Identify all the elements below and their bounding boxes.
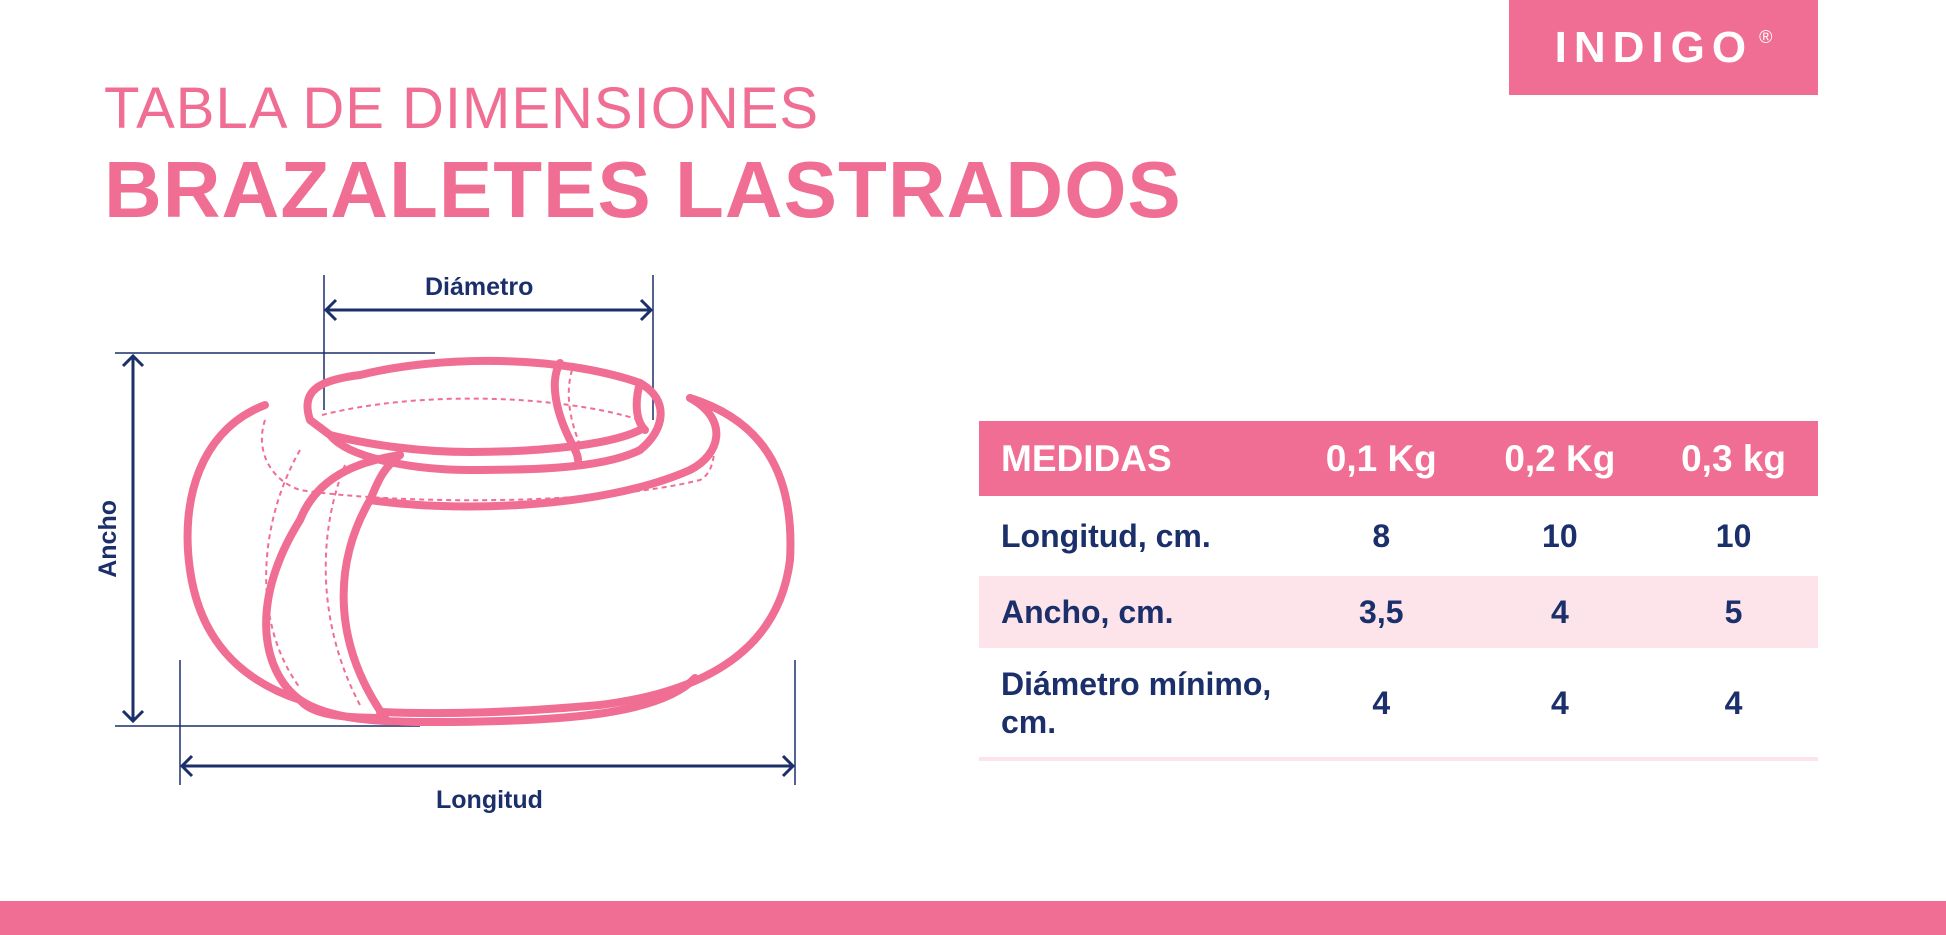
cell: 3,5 (1292, 576, 1471, 648)
bracelet-outline (183, 356, 795, 726)
diameter-label: Diámetro (425, 273, 534, 301)
header-weight: 0,2 Kg (1470, 421, 1650, 496)
dimension-arrows (121, 298, 796, 778)
table-row: Diámetro mínimo, cm. 4 4 4 (979, 648, 1818, 761)
page-subtitle: TABLA DE DIMENSIONES (104, 76, 820, 141)
page-title: BRAZALETES LASTRADOS (104, 145, 1182, 234)
cell: 10 (1542, 517, 1578, 554)
row-label: Diámetro mínimo, cm. (979, 648, 1292, 761)
length-arrow (179, 754, 796, 778)
length-label: Longitud (436, 786, 543, 814)
dimensions-table: MEDIDAS 0,1 Kg 0,2 Kg 0,3 kg Longitud, c… (979, 421, 1818, 761)
row-label: Ancho, cm. (979, 576, 1292, 648)
registered-mark: ® (1759, 27, 1773, 47)
bracelet-stitching (260, 369, 716, 706)
width-label: Ancho (94, 500, 122, 578)
cell: 4 (1470, 648, 1650, 761)
indigo-logo: INDIGO ® (1509, 0, 1818, 95)
bracelet-diagram (115, 275, 796, 785)
dimension-guides (115, 275, 796, 785)
footer-bar (0, 901, 1946, 935)
cell: 8 (1372, 517, 1391, 554)
width-arrow (121, 353, 145, 724)
cell: 10 (1715, 517, 1752, 554)
table-header-row: MEDIDAS 0,1 Kg 0,2 Kg 0,3 kg (979, 421, 1818, 496)
header-weight: 0,1 Kg (1292, 421, 1471, 496)
header-measures: MEDIDAS (979, 421, 1292, 496)
table-row: Longitud, cm. 8 10 10 (979, 496, 1818, 576)
cell: 5 (1649, 576, 1818, 648)
row-label: Longitud, cm. (1001, 517, 1211, 554)
logo-text: INDIGO (1554, 22, 1754, 72)
diameter-arrow (323, 298, 654, 322)
cell: 4 (1649, 648, 1818, 761)
header-weight: 0,3 kg (1649, 421, 1818, 496)
cell: 4 (1470, 576, 1650, 648)
cell: 4 (1292, 648, 1471, 761)
table-row: Ancho, cm. 3,5 4 5 (979, 576, 1818, 648)
